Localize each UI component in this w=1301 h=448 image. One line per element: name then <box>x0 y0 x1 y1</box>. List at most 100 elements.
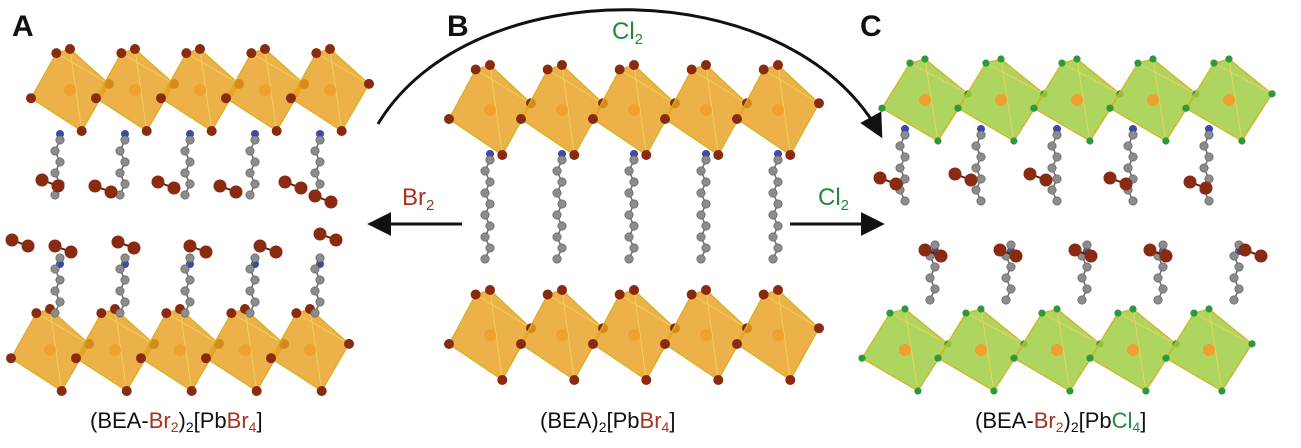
halide-atom <box>785 375 796 385</box>
lead-atom <box>1071 94 1083 106</box>
carbon-atom <box>245 286 255 296</box>
carbon-atom <box>120 275 130 285</box>
carbon-atom <box>50 168 60 178</box>
octahedron-edge <box>547 69 604 104</box>
halide-atom <box>962 309 970 317</box>
halide-atom <box>1190 309 1198 317</box>
octahedron-edge <box>121 52 175 85</box>
carbon-atom <box>629 243 639 253</box>
halide-atom <box>686 289 697 300</box>
halide-atom <box>136 353 146 364</box>
carbon-atom <box>976 152 986 162</box>
bromine-atom <box>278 175 292 189</box>
halide-atom <box>31 308 42 319</box>
carbon-atom <box>310 264 320 274</box>
carbon-atom <box>701 177 711 187</box>
carbon-atom <box>768 166 778 176</box>
panel-letter-b: B <box>447 10 469 43</box>
lead-atom <box>995 94 1007 106</box>
carbon-atom <box>557 155 567 165</box>
halide-atom <box>641 375 652 385</box>
carbon-atom <box>1006 284 1016 294</box>
carbon-atom <box>1001 295 1011 305</box>
carbon-atom <box>1128 130 1138 140</box>
reagent-label-cl2: Cl2 <box>818 184 850 214</box>
carbon-atom <box>180 190 190 200</box>
lead-atom <box>919 94 931 106</box>
bromine-atom <box>167 181 181 195</box>
carbon-atom <box>701 243 711 253</box>
halide-atom <box>260 44 270 54</box>
halide-atom <box>934 137 942 145</box>
carbon-atom <box>180 146 190 156</box>
bromine-atom <box>1068 243 1082 257</box>
bromine-atom <box>199 245 213 259</box>
carbon-atom <box>773 177 783 187</box>
halide-atom <box>878 104 886 112</box>
panel-c-structure <box>858 55 1276 395</box>
carbon-atom <box>1204 130 1214 140</box>
carbon-atom <box>624 166 634 176</box>
carbon-atom <box>976 174 986 184</box>
halide-atom <box>732 114 742 124</box>
bromine-atom <box>329 233 343 247</box>
lead-atom <box>556 329 568 341</box>
carbon-atom <box>1006 240 1016 250</box>
halide-atom <box>858 354 866 362</box>
carbon-atom <box>310 286 320 296</box>
halide-atom <box>336 126 347 136</box>
halide-atom <box>557 285 567 295</box>
halide-atom <box>569 375 580 385</box>
carbon-atom <box>773 221 783 231</box>
bromine-atom <box>5 233 19 247</box>
carbon-atom <box>310 168 320 178</box>
bromine-atom <box>1238 243 1252 257</box>
halide-atom <box>121 386 132 396</box>
lead-atom <box>628 329 640 341</box>
octahedron-edge <box>909 62 969 95</box>
halide-atom <box>785 150 796 160</box>
carbon-atom <box>1153 295 1163 305</box>
lead-atom <box>628 104 640 116</box>
halide-atom <box>1010 137 1018 145</box>
carbon-atom <box>245 190 255 200</box>
halide-atom <box>221 93 231 104</box>
halide-atom <box>614 289 625 300</box>
bromine-atom <box>1103 171 1117 185</box>
octahedron-edge <box>763 294 820 329</box>
carbon-atom <box>315 179 325 189</box>
halide-atom <box>1162 137 1170 145</box>
bromine-atom <box>253 239 267 253</box>
bromine-atom <box>35 173 49 187</box>
lead-atom <box>975 344 987 356</box>
carbon-atom <box>115 146 125 156</box>
bromine-atom <box>1199 181 1213 195</box>
halide-atom <box>686 64 697 75</box>
carbon-atom <box>696 188 706 198</box>
halide-atom <box>1066 387 1074 395</box>
carbon-atom <box>629 177 639 187</box>
halide-atom <box>557 60 567 70</box>
halide-atom <box>569 150 580 160</box>
halide-atom <box>1218 387 1226 395</box>
halide-atom <box>26 93 36 104</box>
carbon-atom <box>557 199 567 209</box>
carbon-atom <box>971 185 981 195</box>
octahedron-edge <box>619 69 676 104</box>
carbon-atom <box>310 308 320 318</box>
lead-atom <box>700 329 712 341</box>
carbon-atom <box>1234 262 1244 272</box>
carbon-atom <box>900 174 910 184</box>
octahedron-edge <box>231 312 285 345</box>
bromine-atom <box>1183 175 1197 189</box>
carbon-atom <box>629 155 639 165</box>
carbon-atom <box>1047 141 1057 151</box>
carbon-atom <box>115 308 125 318</box>
halide-atom <box>96 308 107 319</box>
halide-atom <box>485 285 495 295</box>
carbon-atom <box>701 221 711 231</box>
halide-atom <box>614 64 625 75</box>
octahedron-edge <box>475 294 532 329</box>
carbon-atom <box>480 166 490 176</box>
lead-atom <box>239 344 251 356</box>
